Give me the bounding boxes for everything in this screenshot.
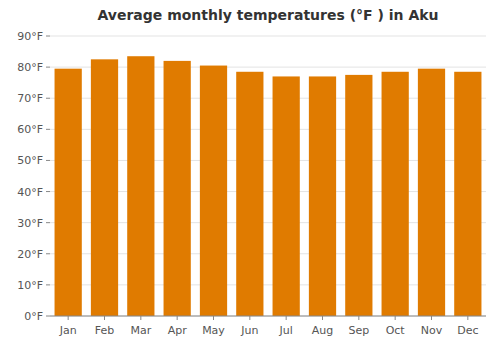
- x-tick-label: Nov: [421, 324, 443, 337]
- y-tick-label: 80°F: [17, 61, 43, 74]
- bar: [309, 76, 336, 316]
- x-tick: [213, 316, 214, 320]
- x-axis-line: [50, 316, 486, 317]
- y-tick: [46, 316, 50, 317]
- y-tick-label: 60°F: [17, 123, 43, 136]
- x-tick: [322, 316, 323, 320]
- x-tick: [395, 316, 396, 320]
- x-tick-label: Feb: [95, 324, 114, 337]
- bar: [236, 72, 263, 316]
- y-tick-label: 10°F: [17, 279, 43, 292]
- chart-container: Average monthly temperatures (°F ) in Ak…: [0, 0, 500, 350]
- y-tick-label: 40°F: [17, 186, 43, 199]
- bar: [127, 56, 154, 316]
- y-tick-label: 0°F: [24, 310, 43, 323]
- y-tick-label: 90°F: [17, 30, 43, 43]
- x-tick: [249, 316, 250, 320]
- x-tick-label: Apr: [168, 324, 188, 337]
- y-grid: [50, 36, 486, 316]
- bar: [164, 61, 191, 316]
- bar: [454, 72, 481, 316]
- grid-line: [50, 36, 486, 37]
- y-tick-label: 70°F: [17, 92, 43, 105]
- y-tick: [46, 253, 50, 254]
- bar: [418, 69, 445, 316]
- x-tick-label: Oct: [386, 324, 406, 337]
- y-tick: [46, 67, 50, 68]
- y-tick: [46, 222, 50, 223]
- x-tick-label: Jun: [240, 324, 258, 337]
- x-tick-label: Jan: [59, 324, 77, 337]
- y-tick-label: 50°F: [17, 154, 43, 167]
- x-tick-label: May: [202, 324, 225, 337]
- y-tick: [46, 191, 50, 192]
- x-tick: [68, 316, 69, 320]
- x-tick-label: Sep: [348, 324, 369, 337]
- chart-title: Average monthly temperatures (°F ) in Ak…: [97, 7, 438, 23]
- x-tick: [140, 316, 141, 320]
- x-tick: [467, 316, 468, 320]
- x-tick: [286, 316, 287, 320]
- bar: [382, 72, 409, 316]
- x-tick: [358, 316, 359, 320]
- bar: [200, 66, 227, 316]
- bar: [345, 75, 372, 316]
- bars: [55, 56, 482, 316]
- x-tick: [104, 316, 105, 320]
- x-tick-label: Aug: [312, 324, 333, 337]
- x-tick-label: Jul: [279, 324, 293, 337]
- y-tick: [46, 160, 50, 161]
- bar: [91, 59, 118, 316]
- y-axis: 0°F 10°F 20°F 30°F 40°F 50°F 60°F 70°F 80°F 90°F: [17, 30, 50, 323]
- x-axis: Jan Feb Mar Apr May Jun Jul Aug Sep Oct Nov Dec: [50, 316, 486, 337]
- chart-svg: Average monthly temperatures (°F ) in Ak…: [0, 0, 500, 350]
- y-tick: [46, 36, 50, 37]
- y-tick: [46, 98, 50, 99]
- page: {"chart_data": {"type": "bar", "title": …: [0, 0, 500, 350]
- y-tick-label: 20°F: [17, 248, 43, 261]
- y-tick: [46, 129, 50, 130]
- grid-line: [50, 316, 486, 317]
- y-tick: [46, 284, 50, 285]
- bar: [55, 69, 82, 316]
- x-tick-label: Dec: [457, 324, 478, 337]
- y-tick-label: 30°F: [17, 217, 43, 230]
- x-tick: [431, 316, 432, 320]
- bar: [273, 76, 300, 316]
- x-tick-label: Mar: [130, 324, 151, 337]
- x-tick: [177, 316, 178, 320]
